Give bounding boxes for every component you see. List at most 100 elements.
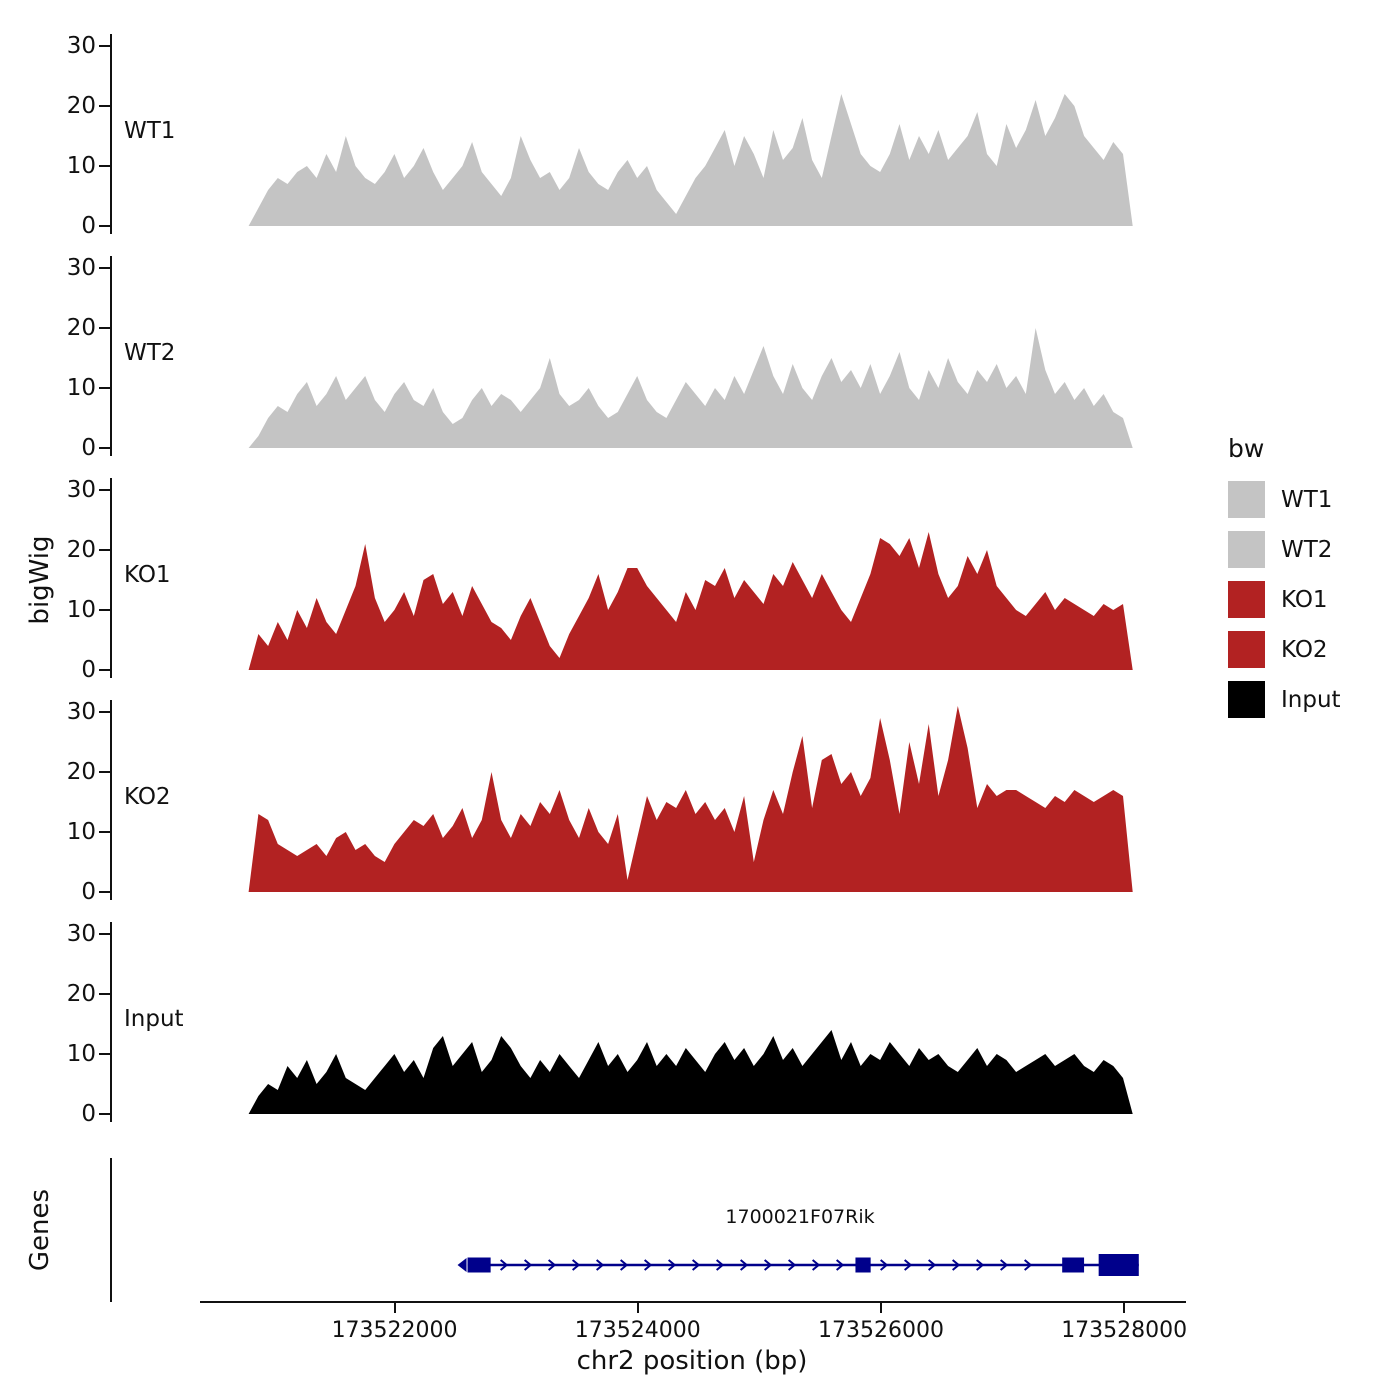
gene-exon: [1098, 1254, 1139, 1276]
y-tick-label: 0: [81, 1101, 96, 1127]
strand-arrow-icon: [571, 1259, 581, 1271]
strand-arrow-icon: [499, 1259, 509, 1271]
y-tick-mark: [99, 549, 110, 551]
track-label-input: Input: [124, 1006, 184, 1032]
y-tick-mark: [99, 891, 110, 893]
y-tick-label: 30: [66, 699, 96, 725]
gene-name-label: 1700021F07Rik: [725, 1206, 875, 1228]
y-axis-line: [110, 34, 112, 234]
y-tick-mark: [99, 45, 110, 47]
y-tick-mark: [99, 993, 110, 995]
y-tick-mark: [99, 387, 110, 389]
y-tick-label: 20: [66, 93, 96, 119]
y-tick-label: 30: [66, 255, 96, 281]
y-tick-label: 30: [66, 477, 96, 503]
x-tick-mark: [1123, 1303, 1126, 1313]
y-axis-line: [110, 256, 112, 456]
legend-label: Input: [1281, 686, 1341, 713]
x-tick-label: 173524000: [574, 1318, 701, 1343]
legend-item-ko1: KO1: [1228, 581, 1341, 618]
strand-arrow-icon: [976, 1259, 985, 1271]
y-tick-label: 10: [66, 153, 96, 179]
y-tick-label: 0: [81, 657, 96, 683]
legend-swatch-input: [1228, 681, 1265, 718]
track-label-wt2: WT2: [124, 340, 176, 366]
y-tick-label: 0: [81, 435, 96, 461]
strand-arrow-icon: [523, 1259, 533, 1271]
legend-swatch-wt2: [1228, 531, 1265, 568]
coverage-area-ko1: [248, 532, 1133, 670]
y-tick-mark: [99, 771, 110, 773]
legend-item-wt1: WT1: [1228, 481, 1341, 518]
strand-arrow-icon: [715, 1259, 725, 1271]
y-tick-mark: [99, 933, 110, 935]
strand-arrow-icon: [835, 1259, 845, 1271]
strand-arrow-icon: [619, 1259, 629, 1271]
strand-arrow-icon: [739, 1259, 749, 1271]
gene-exon: [1062, 1257, 1085, 1273]
y-tick-mark: [99, 831, 110, 833]
coverage-area-ko2: [248, 706, 1133, 892]
x-tick-label: 173526000: [817, 1318, 944, 1343]
strand-arrow-icon: [547, 1259, 557, 1271]
strand-arrow-icon: [928, 1259, 937, 1271]
genes-axis-title: Genes: [25, 1188, 55, 1272]
y-tick-mark: [99, 165, 110, 167]
y-axis-title: bigWig: [25, 535, 55, 625]
y-tick-label: 10: [66, 597, 96, 623]
legend-item-wt2: WT2: [1228, 531, 1341, 568]
y-tick-label: 10: [66, 375, 96, 401]
legend-swatch-ko1: [1228, 581, 1265, 618]
legend-item-ko2: KO2: [1228, 631, 1341, 668]
y-tick-mark: [99, 267, 110, 269]
strand-arrow-icon: [811, 1259, 821, 1271]
y-tick-label: 20: [66, 537, 96, 563]
y-tick-label: 30: [66, 33, 96, 59]
coverage-area-wt2: [248, 328, 1133, 448]
legend: bw WT1 WT2 KO1 KO2 Input: [1228, 434, 1341, 731]
strand-arrow-icon: [763, 1259, 773, 1271]
track-label-ko1: KO1: [124, 562, 171, 588]
legend-title: bw: [1228, 434, 1265, 463]
strand-arrow-icon: [904, 1259, 913, 1271]
coverage-area-input: [248, 1030, 1133, 1114]
y-tick-mark: [99, 609, 110, 611]
y-tick-label: 10: [66, 1041, 96, 1067]
y-tick-mark: [99, 105, 110, 107]
y-tick-label: 20: [66, 315, 96, 341]
y-axis-line: [110, 700, 112, 900]
y-tick-mark: [99, 669, 110, 671]
coverage-area-wt1: [248, 94, 1133, 226]
y-tick-mark: [99, 447, 110, 449]
x-tick-mark: [636, 1303, 639, 1313]
track-label-ko2: KO2: [124, 784, 171, 810]
legend-item-input: Input: [1228, 681, 1341, 718]
y-tick-mark: [99, 327, 110, 329]
gene-start-marker: [457, 1258, 467, 1272]
strand-arrow-icon: [787, 1259, 797, 1271]
legend-label: WT2: [1281, 536, 1333, 563]
y-tick-mark: [99, 1113, 110, 1115]
legend-label: KO2: [1281, 636, 1328, 663]
gene-exon: [467, 1257, 491, 1273]
y-tick-label: 10: [66, 819, 96, 845]
legend-label: WT1: [1281, 486, 1333, 513]
track-label-wt1: WT1: [124, 118, 176, 144]
y-tick-mark: [99, 1053, 110, 1055]
strand-arrow-icon: [1024, 1259, 1033, 1271]
y-tick-mark: [99, 225, 110, 227]
strand-arrow-icon: [691, 1259, 701, 1271]
strand-arrow-icon: [880, 1259, 889, 1271]
strand-arrow-icon: [595, 1259, 605, 1271]
y-tick-mark: [99, 711, 110, 713]
strand-arrow-icon: [667, 1259, 677, 1271]
y-tick-label: 20: [66, 759, 96, 785]
strand-arrow-icon: [1000, 1259, 1009, 1271]
strand-arrow-icon: [952, 1259, 961, 1271]
x-axis-title: chr2 position (bp): [576, 1346, 808, 1376]
genes-axis-line: [110, 1158, 112, 1302]
y-axis-line: [110, 922, 112, 1122]
x-tick-label: 173528000: [1061, 1318, 1188, 1343]
